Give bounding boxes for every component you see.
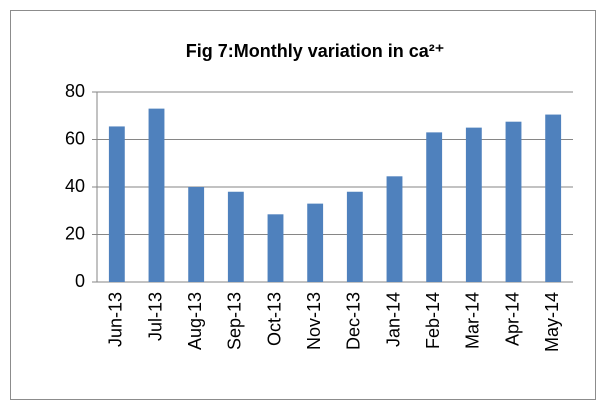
chart-border <box>10 10 596 400</box>
x-tick-label: Jun-13 <box>106 292 126 347</box>
bar <box>227 191 244 282</box>
x-tick-label: Mar-14 <box>463 292 483 349</box>
y-tick-label: 40 <box>65 176 85 196</box>
bar <box>148 108 165 282</box>
bar <box>307 203 324 282</box>
chart-title: Fig 7:Monthly variation in ca²⁺ <box>186 41 445 61</box>
y-tick-label: 0 <box>75 271 85 291</box>
bar <box>108 126 125 282</box>
bar <box>545 114 562 282</box>
x-tick-label: Feb-14 <box>423 292 443 349</box>
x-tick-label: Jan-14 <box>383 292 403 347</box>
bar <box>505 121 522 282</box>
bar <box>267 214 284 282</box>
x-tick-label: Apr-14 <box>502 292 522 346</box>
x-tick-label: Oct-13 <box>264 292 284 346</box>
x-tick-label: Jul-13 <box>145 292 165 341</box>
bar <box>188 187 205 282</box>
bar <box>426 132 443 282</box>
x-tick-label: Nov-13 <box>304 292 324 350</box>
bar <box>465 127 482 282</box>
bar <box>386 176 403 282</box>
x-tick-label: Sep-13 <box>225 292 245 350</box>
y-tick-label: 80 <box>65 81 85 101</box>
bar <box>346 191 363 282</box>
x-tick-label: May-14 <box>542 292 562 352</box>
y-tick-label: 60 <box>65 128 85 148</box>
x-tick-label: Dec-13 <box>344 292 364 350</box>
y-tick-label: 20 <box>65 223 85 243</box>
x-tick-label: Aug-13 <box>185 292 205 350</box>
